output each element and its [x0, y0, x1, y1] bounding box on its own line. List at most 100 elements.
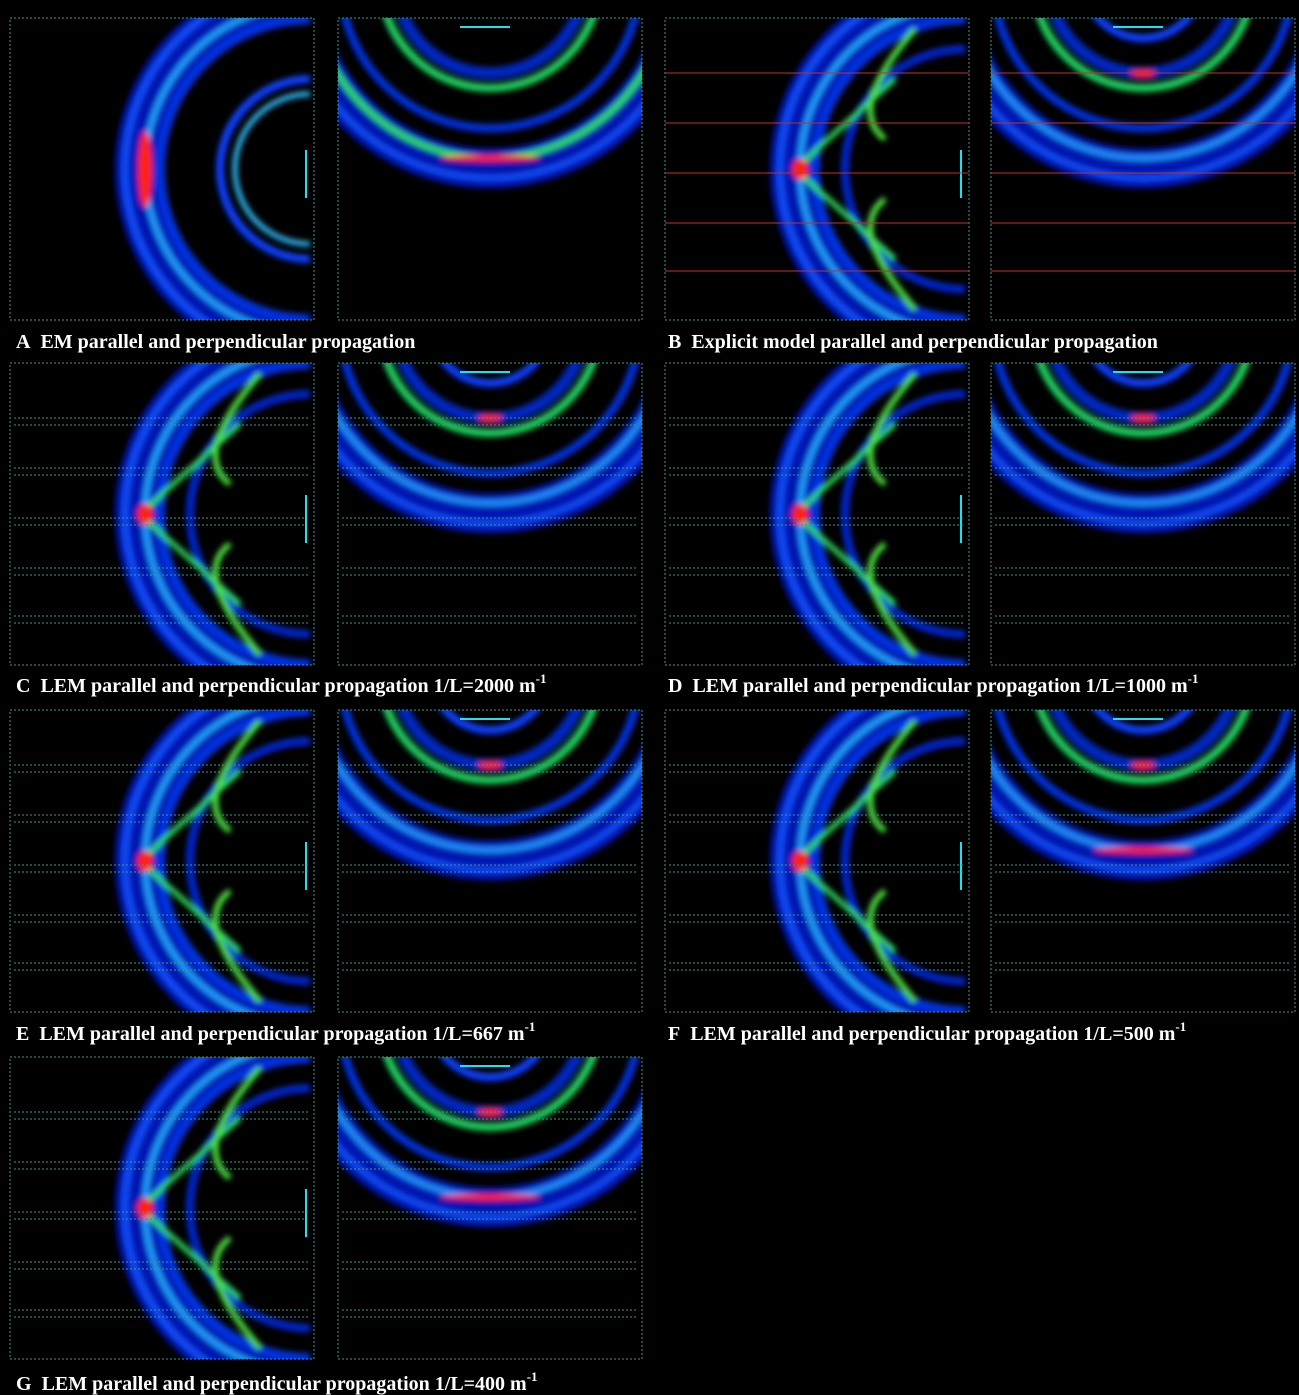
peak	[137, 851, 153, 871]
wave-field	[770, 18, 966, 320]
wavefront	[338, 760, 642, 853]
wavefront	[770, 18, 931, 320]
wavefront	[793, 512, 897, 606]
wavefront	[770, 363, 931, 665]
wavefront	[770, 710, 931, 1012]
panel-frame	[9, 17, 315, 321]
wavefront	[338, 53, 642, 188]
wavefront	[122, 18, 209, 320]
panel-letter: F	[668, 1023, 680, 1045]
wavefront	[440, 363, 540, 387]
wavefront	[440, 710, 540, 734]
wavefront	[341, 710, 639, 824]
wave-field	[770, 363, 966, 665]
wavefront	[212, 1066, 263, 1350]
wavefront	[991, 796, 1295, 873]
wave-field	[115, 18, 311, 320]
caption-superscript: -1	[1188, 671, 1199, 686]
wavefront	[841, 45, 966, 293]
wavefront	[115, 363, 276, 665]
wavefront	[793, 167, 897, 261]
wavefront	[122, 363, 209, 665]
panel-letter: A	[16, 331, 31, 353]
wavefront	[867, 719, 918, 1003]
caption-superscript: -1	[527, 1369, 538, 1384]
wavefront	[994, 363, 1292, 477]
wavefront	[867, 27, 918, 311]
wavefront	[991, 745, 1295, 880]
panel-caption: C LEM parallel and perpendicular propagat…	[16, 671, 546, 697]
perpendicular-image	[338, 710, 642, 880]
wavefront	[793, 77, 897, 171]
wavefront	[810, 710, 966, 1012]
parallel-image	[770, 18, 966, 320]
caption-text: EM parallel and perpendicular propagatio…	[40, 331, 415, 353]
caption-superscript: -1	[536, 671, 547, 686]
wavefront	[338, 1092, 642, 1227]
panel-letter: D	[668, 675, 682, 697]
wavefront	[338, 1143, 642, 1220]
wavefront	[793, 859, 897, 953]
wavefront	[991, 53, 1295, 188]
peak	[792, 851, 808, 871]
wavefront	[383, 363, 597, 437]
peak	[138, 131, 152, 207]
wavefront	[122, 710, 209, 1012]
wavefront	[1093, 18, 1193, 42]
wavefront	[338, 398, 642, 533]
wavefront	[115, 18, 276, 320]
wavefront	[777, 710, 864, 1012]
wavefront	[138, 859, 242, 953]
caption-text: LEM parallel and perpendicular propagati…	[42, 1373, 527, 1395]
wavefront	[138, 512, 242, 606]
perpendicular-image	[991, 363, 1295, 533]
peak	[440, 1194, 540, 1200]
wavefront	[338, 104, 642, 181]
panel-frame	[990, 17, 1296, 321]
wavefront	[138, 1116, 242, 1210]
parallel-image	[115, 1057, 311, 1359]
wavefront	[1093, 363, 1193, 387]
wavefront	[810, 18, 966, 320]
wave-field	[115, 363, 311, 665]
panel-frame	[9, 709, 315, 1013]
wavefront	[186, 390, 311, 638]
wavefront	[440, 1057, 540, 1081]
wave-field	[338, 710, 642, 880]
wavefront	[383, 1057, 597, 1131]
wave-field	[991, 363, 1295, 533]
wavefront	[138, 422, 242, 516]
wavefront	[1036, 18, 1250, 92]
peak	[792, 504, 808, 524]
caption-superscript: -1	[1175, 1019, 1186, 1034]
caption-text: LEM parallel and perpendicular propagati…	[40, 675, 535, 697]
panel-caption: A EM parallel and perpendicular propagati…	[16, 331, 415, 353]
wavefront	[122, 1057, 209, 1359]
wavefront	[991, 104, 1295, 181]
wavefront	[841, 390, 966, 638]
panel-frame	[664, 709, 970, 1013]
caption-text: LEM parallel and perpendicular propagati…	[690, 1023, 1175, 1045]
wavefront	[991, 413, 1295, 506]
panel-caption: G LEM parallel and perpendicular propagat…	[16, 1369, 538, 1395]
wavefront	[810, 363, 966, 665]
wavefront	[341, 1057, 639, 1171]
panel-frame	[664, 17, 970, 321]
wave-field	[770, 710, 966, 1012]
panel-frame	[337, 1056, 643, 1360]
parallel-image	[770, 363, 966, 665]
wavefront	[793, 769, 897, 863]
panel-frame	[990, 362, 1296, 666]
wavefront	[155, 18, 311, 320]
wavefront	[341, 18, 639, 132]
wavefront	[138, 769, 242, 863]
wavefront	[841, 737, 966, 985]
wavefront	[1036, 710, 1250, 784]
panel-letter: G	[16, 1373, 32, 1395]
wavefront	[216, 75, 311, 263]
wavefront	[338, 449, 642, 526]
parallel-image	[115, 18, 311, 320]
wavefront	[115, 710, 276, 1012]
panel-frame	[337, 709, 643, 1013]
